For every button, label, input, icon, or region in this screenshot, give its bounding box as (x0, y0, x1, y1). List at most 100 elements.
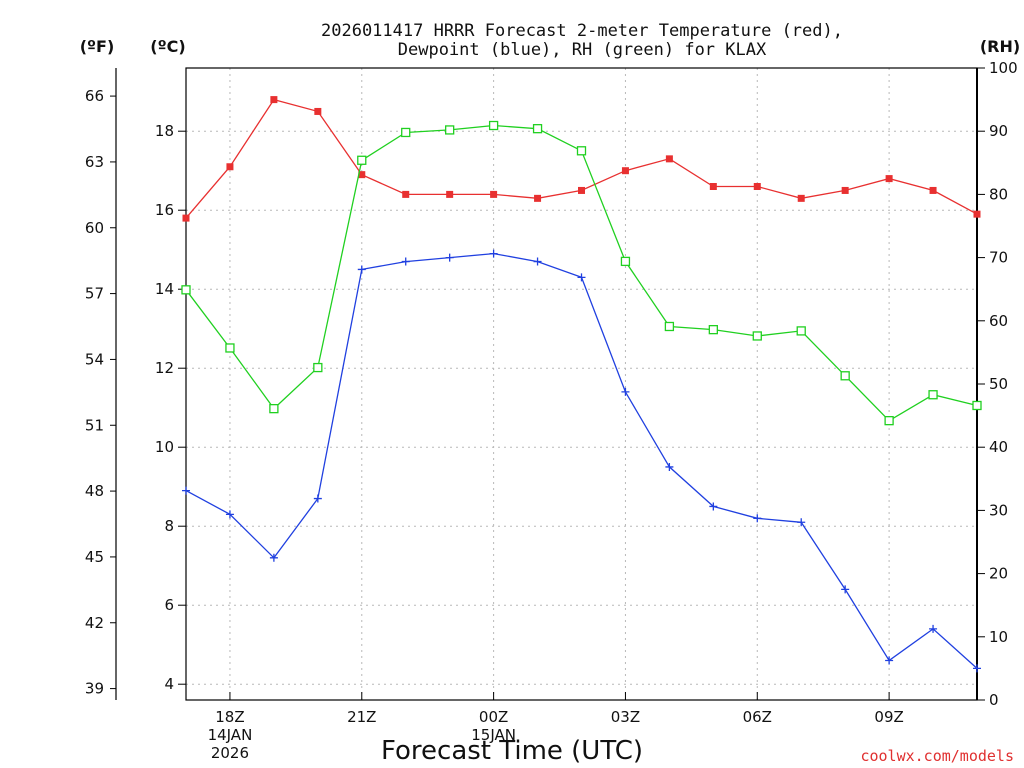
fahrenheit-tick-label: 51 (85, 416, 104, 434)
relative-humidity-point (620, 256, 631, 267)
x-tick-label: 14JAN (208, 726, 253, 744)
2-meter-temperature-line (185, 98, 978, 219)
dewpoint-point (973, 664, 981, 673)
chart-axes: 4 6 8 10 12 14 16 18 39 42 45 48 51 54 57 60 63 66 0 10 20 30… (85, 59, 1018, 762)
relative-humidity-point (269, 403, 279, 414)
fahrenheit-tick-label: 63 (85, 153, 104, 171)
x-tick-label: 21Z (347, 708, 376, 726)
2-meter-temperature-point (621, 167, 629, 175)
relative-humidity-point (181, 285, 191, 295)
fahrenheit-tick-label: 54 (85, 350, 104, 368)
x-tick-label: 03Z (611, 708, 640, 726)
celsius-tick-label: 6 (164, 596, 174, 614)
celsius-tick-label: 4 (164, 675, 174, 693)
x-tick-label: 09Z (874, 708, 903, 726)
2-meter-temperature-point (885, 175, 893, 183)
rh-tick-label: 0 (989, 691, 999, 709)
2-meter-temperature-point (929, 186, 937, 194)
rh-tick-label: 100 (989, 59, 1018, 77)
fahrenheit-tick-label: 57 (85, 285, 104, 303)
fahrenheit-tick-label: 42 (85, 614, 104, 632)
rh-tick-label: 80 (989, 185, 1008, 203)
dewpoint-point (929, 624, 938, 633)
rh-tick-label: 20 (989, 565, 1008, 583)
relative-humidity-point (445, 125, 455, 135)
2-meter-temperature-point (182, 214, 190, 222)
x-tick-label: 18Z (215, 708, 244, 726)
fahrenheit-tick-label: 60 (85, 219, 104, 237)
celsius-unit-label: (ºC) (150, 37, 185, 56)
2-meter-temperature-point (797, 194, 805, 202)
title-line-2: Dewpoint (blue), RH (green) for KLAX (398, 40, 767, 60)
relative-humidity-point (796, 326, 806, 336)
2-meter-temperature-point (841, 186, 849, 194)
celsius-tick-label: 16 (155, 201, 174, 219)
2-meter-temperature-point (753, 183, 761, 190)
dewpoint-point (401, 257, 410, 266)
fahrenheit-tick-label: 48 (85, 482, 104, 500)
2-meter-temperature-point (709, 183, 717, 190)
2-meter-temperature-point (578, 186, 585, 194)
2-meter-temperature-point (446, 190, 454, 198)
relative-humidity-point (708, 324, 718, 335)
relative-humidity-point (401, 127, 411, 138)
fahrenheit-tick-label: 39 (85, 680, 104, 698)
relative-humidity-point (532, 124, 543, 134)
relative-humidity-point (840, 371, 850, 381)
2-meter-temperature-point (358, 171, 366, 179)
relative-humidity-point (972, 400, 982, 411)
relative-humidity-point (357, 155, 367, 165)
dewpoint-point (225, 510, 234, 519)
dewpoint-point (445, 253, 454, 262)
celsius-tick-label: 14 (155, 280, 174, 298)
dewpoint-point (841, 585, 850, 594)
fahrenheit-unit-label: (ºF) (80, 37, 115, 56)
dewpoint-point (357, 265, 366, 274)
fahrenheit-tick-label: 66 (85, 87, 104, 105)
dewpoint-point (182, 486, 190, 495)
chart-title: 2026011417 HRRR Forecast 2-meter Tempera… (321, 21, 843, 60)
relative-humidity-point (576, 146, 587, 156)
2-meter-temperature-point (314, 107, 322, 115)
rh-tick-label: 40 (989, 438, 1008, 456)
relative-humidity-point (884, 416, 894, 426)
rh-unit-label: (RH) (980, 37, 1020, 56)
celsius-tick-label: 10 (155, 438, 174, 456)
rh-tick-label: 30 (989, 501, 1008, 519)
dewpoint-line (185, 252, 978, 669)
x-tick-label: 15JAN (471, 726, 516, 744)
relative-humidity-point (313, 362, 323, 373)
celsius-tick-label: 12 (155, 359, 174, 377)
x-tick-label: 00Z (479, 708, 508, 726)
credit-label: coolwx.com/models (860, 747, 1014, 765)
dewpoint-point (753, 514, 762, 523)
title-line-1: 2026011417 HRRR Forecast 2-meter Tempera… (321, 21, 843, 41)
dewpoint-point (313, 494, 322, 503)
dewpoint-point (577, 273, 586, 282)
chart-series (181, 96, 982, 673)
dewpoint-point (709, 502, 718, 511)
x-tick-label: 06Z (743, 708, 772, 726)
2-meter-temperature-point (534, 194, 542, 202)
celsius-tick-label: 8 (164, 517, 174, 535)
rh-tick-label: 90 (989, 122, 1008, 140)
dewpoint-point (885, 656, 894, 665)
relative-humidity-line (185, 124, 978, 422)
dewpoint-point (269, 553, 278, 562)
chart-gridlines (186, 68, 977, 700)
rh-tick-label: 50 (989, 375, 1008, 393)
relative-humidity-point (225, 343, 235, 353)
celsius-tick-label: 18 (155, 122, 174, 140)
fahrenheit-tick-label: 45 (85, 548, 104, 566)
x-tick-label: 2026 (211, 744, 249, 762)
2-meter-temperature-point (226, 163, 234, 171)
relative-humidity-point (752, 331, 762, 341)
relative-humidity-point (928, 390, 938, 400)
dewpoint-point (665, 462, 674, 471)
2-meter-temperature-point (270, 96, 278, 104)
x-axis-label: Forecast Time (UTC) (381, 736, 643, 766)
relative-humidity-point (488, 120, 499, 131)
2-meter-temperature-point (490, 190, 498, 198)
rh-tick-label: 60 (989, 312, 1008, 330)
